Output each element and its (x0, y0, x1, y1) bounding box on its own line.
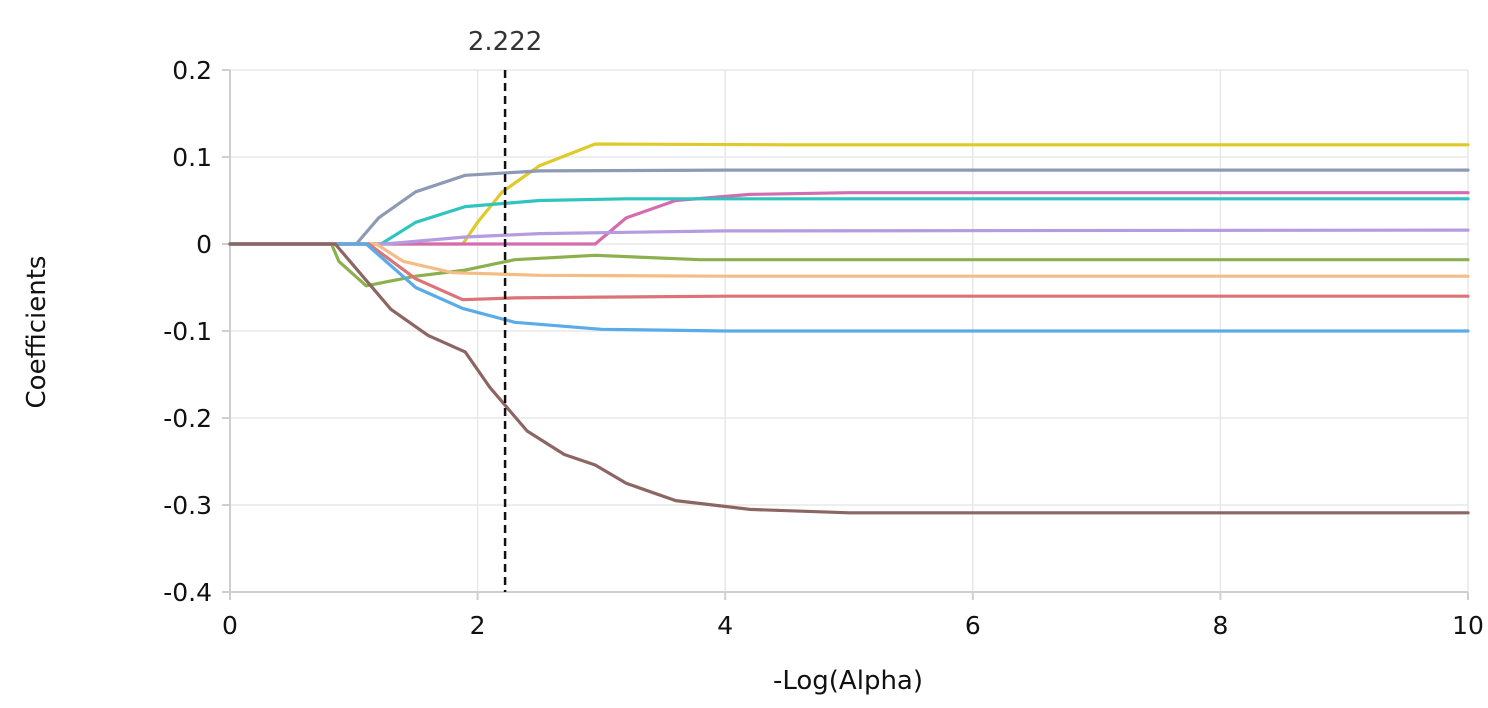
y-tick-label: -0.1 (163, 317, 212, 346)
coefficient-path-line (228, 191, 1470, 246)
coefficient-path-line (228, 242, 1470, 515)
x-tick-label: 6 (965, 611, 981, 640)
x-tick-label: 8 (1212, 611, 1228, 640)
coefficient-paths (228, 142, 1470, 515)
coefficient-path-line (228, 228, 1470, 246)
x-tick-label: 0 (222, 611, 238, 640)
selected-alpha-marker: 2.222 (468, 27, 542, 592)
y-tick-label: -0.3 (163, 491, 212, 520)
coefficient-path-line (228, 168, 1470, 246)
y-tick-label: -0.4 (163, 578, 212, 607)
y-tick-label: 0.2 (172, 56, 212, 85)
x-axis-title: -Log(Alpha) (773, 666, 923, 696)
coefficient-path-line (228, 142, 1470, 246)
x-tick-label: 10 (1452, 611, 1484, 640)
x-tick-label: 2 (470, 611, 486, 640)
coefficient-path-line (228, 242, 1470, 302)
coefficient-path-line (228, 242, 1470, 333)
x-tick-label: 4 (717, 611, 733, 640)
cutoff-value-label: 2.222 (468, 27, 542, 57)
y-tick-label: 0.1 (172, 143, 212, 172)
axis-labels: -Log(Alpha) Coefficients (22, 256, 923, 696)
y-axis-title: Coefficients (22, 256, 52, 409)
coefficient-path-line (228, 242, 1470, 278)
y-tick-label: -0.2 (163, 404, 212, 433)
coefficient-path-line (228, 242, 1470, 288)
y-tick-label: 0 (196, 230, 212, 259)
coefficient-path-line (228, 197, 1470, 246)
